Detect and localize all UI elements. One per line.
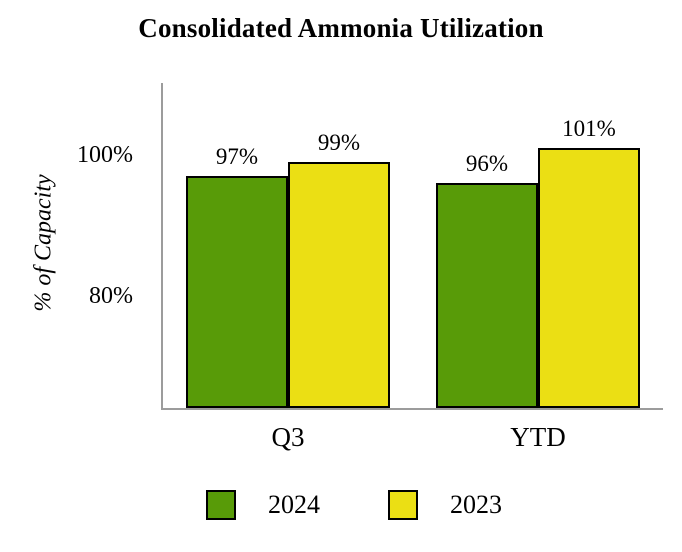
bar-ytd-2024 — [436, 183, 538, 408]
x-tick-ytd: YTD — [510, 422, 566, 452]
legend-label-2023: 2023 — [450, 490, 502, 519]
bar-q3-2023 — [288, 162, 390, 408]
bar-ytd-2023 — [538, 148, 640, 408]
bar-label-q3-2024: 97% — [215, 144, 259, 169]
bar-label-ytd-2023: 101% — [562, 116, 616, 141]
y-tick-100: 100% — [77, 142, 133, 168]
legend-label-2024: 2024 — [268, 490, 320, 519]
y-tick-80: 80% — [89, 283, 133, 309]
bar-q3-2024 — [186, 176, 288, 408]
bar-label-q3-2023: 99% — [317, 130, 361, 155]
plot-area: 97% 99% 96% 101% — [161, 83, 663, 410]
x-tick-q3: Q3 — [271, 422, 305, 452]
legend: 2024 2023 — [0, 490, 682, 524]
bar-label-ytd-2024: 96% — [465, 151, 509, 176]
legend-swatch-2023 — [388, 490, 418, 520]
legend-item-2023: 2023 — [388, 490, 502, 520]
legend-swatch-2024 — [206, 490, 236, 520]
chart-title: Consolidated Ammonia Utilization — [138, 13, 544, 43]
legend-item-2024: 2024 — [206, 490, 320, 520]
